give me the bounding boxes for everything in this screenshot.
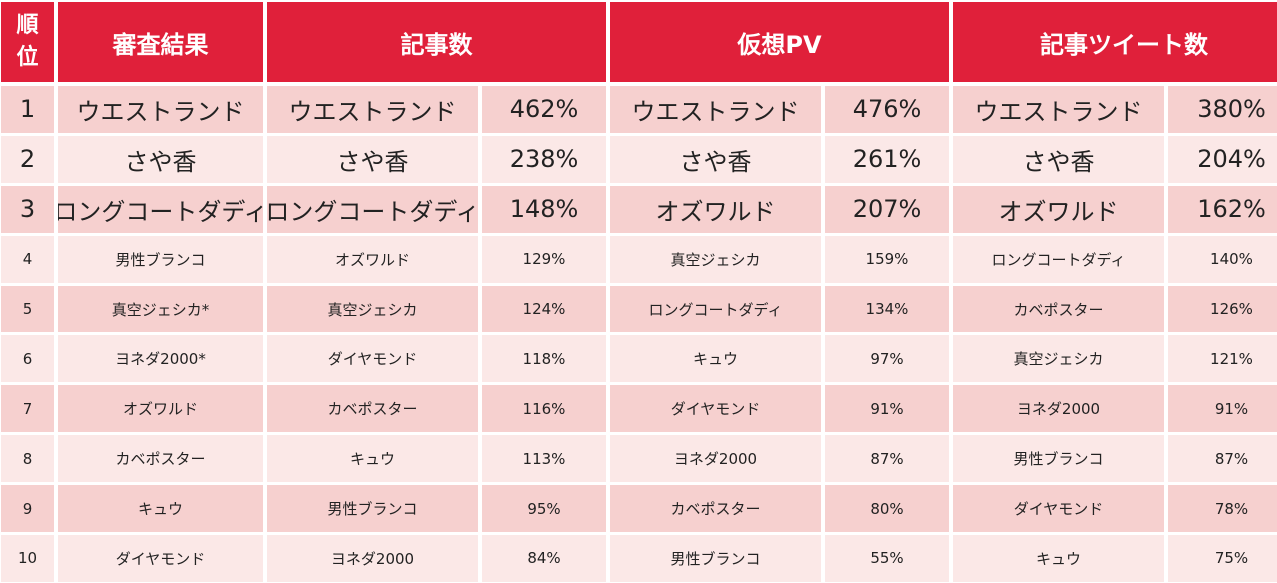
pv-name-cell: ロングコートダディ (610, 285, 821, 333)
articles-pct-cell: 116% (482, 385, 606, 433)
pv-pct-cell: 159% (825, 235, 949, 283)
rank-cell: 9 (1, 485, 54, 533)
pv-name-cell: カベポスター (610, 485, 821, 533)
pv-name-cell: 男性ブランコ (610, 535, 821, 582)
tweets-pct-cell: 75% (1168, 535, 1277, 582)
articles-name-cell: 真空ジェシカ (267, 285, 478, 333)
pv-name-cell: ダイヤモンド (610, 385, 821, 433)
tweets-pct-cell: 91% (1168, 385, 1277, 433)
tweets-pct-cell: 162% (1168, 185, 1277, 233)
tweets-pct-cell: 380% (1168, 86, 1277, 133)
pv-pct-cell: 261% (825, 135, 949, 183)
articles-name-cell: 男性ブランコ (267, 485, 478, 533)
articles-pct-cell: 84% (482, 535, 606, 582)
articles-pct-cell: 124% (482, 285, 606, 333)
pv-pct-cell: 207% (825, 185, 949, 233)
pv-pct-cell: 91% (825, 385, 949, 433)
rank-cell: 4 (1, 235, 54, 283)
pv-pct-cell: 97% (825, 335, 949, 383)
tweets-name-cell: 男性ブランコ (953, 435, 1164, 483)
header-rank-top: 順 (16, 13, 39, 38)
header-pv: 仮想PV (610, 2, 949, 82)
articles-pct-cell: 129% (482, 235, 606, 283)
header-result: 審査結果 (58, 2, 263, 82)
header-rank-bottom: 位 (16, 45, 39, 70)
result-cell: 男性ブランコ (58, 235, 263, 283)
pv-pct-cell: 55% (825, 535, 949, 582)
tweets-name-cell: ダイヤモンド (953, 485, 1164, 533)
rank-cell: 10 (1, 535, 54, 582)
result-cell: カベポスター (58, 435, 263, 483)
result-cell: オズワルド (58, 385, 263, 433)
articles-pct-cell: 118% (482, 335, 606, 383)
articles-name-cell: オズワルド (267, 235, 478, 283)
pv-name-cell: 真空ジェシカ (610, 235, 821, 283)
articles-pct-cell: 148% (482, 185, 606, 233)
articles-name-cell: キュウ (267, 435, 478, 483)
pv-pct-cell: 134% (825, 285, 949, 333)
articles-pct-cell: 462% (482, 86, 606, 133)
result-cell: 真空ジェシカ* (58, 285, 263, 333)
result-cell: ウエストランド (58, 86, 263, 133)
articles-name-cell: ダイヤモンド (267, 335, 478, 383)
tweets-pct-cell: 78% (1168, 485, 1277, 533)
articles-name-cell: ヨネダ2000 (267, 535, 478, 582)
tweets-name-cell: キュウ (953, 535, 1164, 582)
result-cell: さや香 (58, 135, 263, 183)
tweets-pct-cell: 126% (1168, 285, 1277, 333)
articles-name-cell: カベポスター (267, 385, 478, 433)
rank-cell: 6 (1, 335, 54, 383)
tweets-name-cell: さや香 (953, 135, 1164, 183)
articles-pct-cell: 238% (482, 135, 606, 183)
articles-pct-cell: 113% (482, 435, 606, 483)
pv-name-cell: キュウ (610, 335, 821, 383)
result-cell: ヨネダ2000* (58, 335, 263, 383)
result-cell: ロングコートダディ (58, 185, 263, 233)
pv-name-cell: ウエストランド (610, 86, 821, 133)
pv-name-cell: ヨネダ2000 (610, 435, 821, 483)
tweets-name-cell: オズワルド (953, 185, 1164, 233)
articles-pct-cell: 95% (482, 485, 606, 533)
rank-cell: 8 (1, 435, 54, 483)
pv-pct-cell: 476% (825, 86, 949, 133)
articles-name-cell: ウエストランド (267, 86, 478, 133)
tweets-pct-cell: 140% (1168, 235, 1277, 283)
pv-pct-cell: 87% (825, 435, 949, 483)
result-cell: ダイヤモンド (58, 535, 263, 582)
rank-cell: 3 (1, 185, 54, 233)
pv-name-cell: オズワルド (610, 185, 821, 233)
pv-pct-cell: 80% (825, 485, 949, 533)
tweets-pct-cell: 87% (1168, 435, 1277, 483)
rank-cell: 7 (1, 385, 54, 433)
rank-cell: 2 (1, 135, 54, 183)
header-tweets: 記事ツイート数 (953, 2, 1277, 82)
tweets-name-cell: カベポスター (953, 285, 1164, 333)
header-rank: 順 位 (1, 2, 54, 82)
tweets-name-cell: ロングコートダディ (953, 235, 1164, 283)
rank-cell: 1 (1, 86, 54, 133)
articles-name-cell: ロングコートダディ (267, 185, 478, 233)
tweets-name-cell: ウエストランド (953, 86, 1164, 133)
tweets-name-cell: ヨネダ2000 (953, 385, 1164, 433)
tweets-name-cell: 真空ジェシカ (953, 335, 1164, 383)
articles-name-cell: さや香 (267, 135, 478, 183)
tweets-pct-cell: 121% (1168, 335, 1277, 383)
rank-cell: 5 (1, 285, 54, 333)
result-cell: キュウ (58, 485, 263, 533)
tweets-pct-cell: 204% (1168, 135, 1277, 183)
header-articles: 記事数 (267, 2, 606, 82)
pv-name-cell: さや香 (610, 135, 821, 183)
